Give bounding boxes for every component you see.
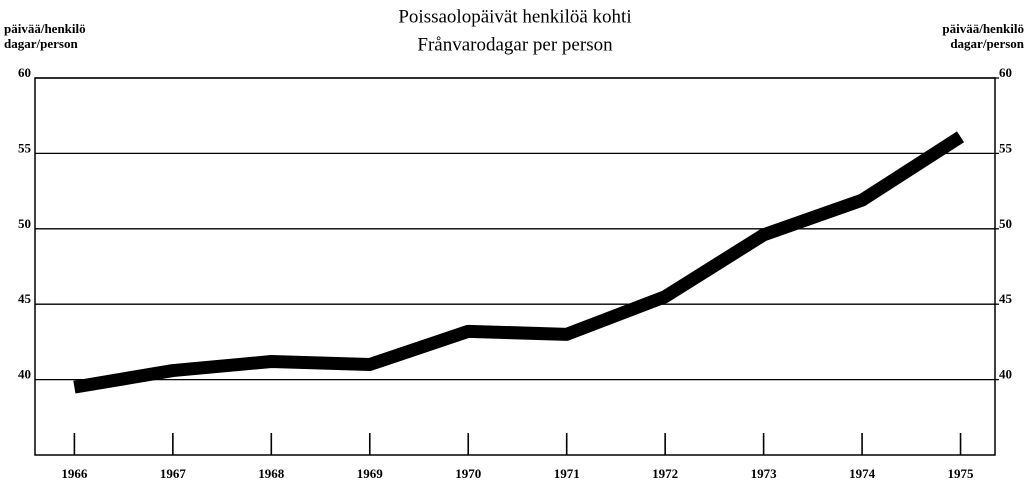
y-axis-label: dagar/person [4,36,78,51]
y2-tick-label: 55 [999,140,1013,155]
x-tick-label: 1972 [652,466,678,481]
y2-axis-label: dagar/person [950,36,1024,51]
y-tick-label: 50 [18,216,31,231]
x-tick-label: 1971 [554,466,580,481]
x-tick-label: 1973 [751,466,778,481]
chart-title: Poissaolopäivät henkilöä kohti [398,6,631,27]
x-tick-label: 1969 [357,466,384,481]
x-tick-label: 1970 [455,466,481,481]
y-tick-label: 55 [18,140,32,155]
x-tick-label: 1966 [61,466,88,481]
plot-frame [34,77,996,456]
y-tick-label: 60 [18,65,31,80]
y-tick-label: 40 [18,367,31,382]
y2-axis-label: päivää/henkilö [942,21,1024,36]
x-tick-label: 1975 [948,466,975,481]
x-tick-label: 1967 [160,466,187,481]
x-tick-label: 1974 [849,466,876,481]
y2-tick-label: 45 [999,291,1013,306]
chart-title: Frånvarodagar per person [417,34,613,55]
y2-tick-label: 50 [999,216,1012,231]
y-axis-label: päivää/henkilö [4,21,86,36]
x-tick-label: 1968 [258,466,285,481]
data-line [73,131,965,394]
y2-tick-label: 40 [999,367,1012,382]
y-tick-label: 45 [18,291,32,306]
y2-tick-label: 60 [999,65,1012,80]
